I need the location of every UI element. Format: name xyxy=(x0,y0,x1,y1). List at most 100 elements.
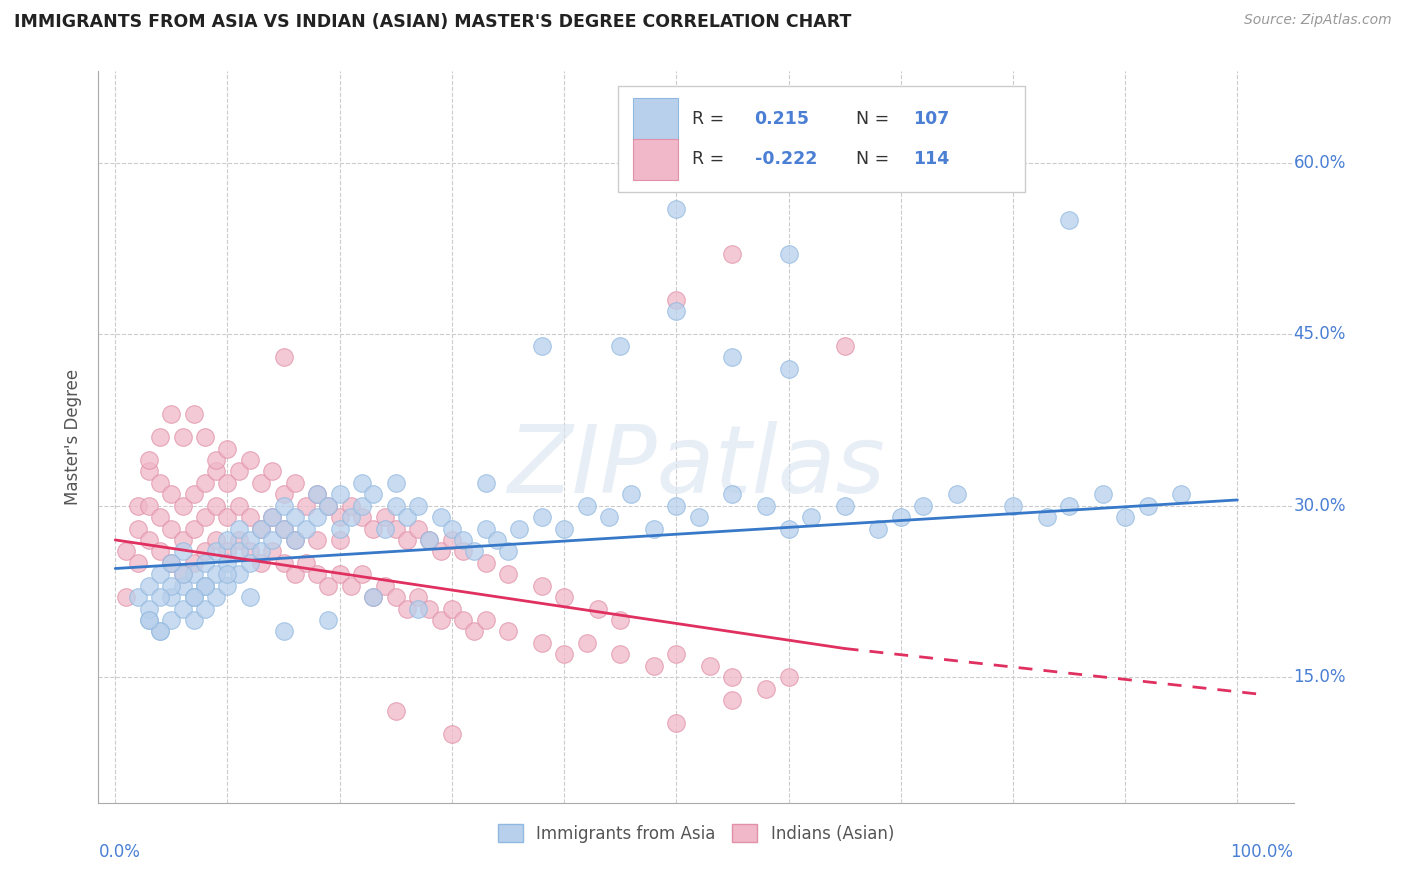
Point xyxy=(127,521,149,535)
Point xyxy=(172,579,194,593)
Point xyxy=(721,247,744,261)
Point xyxy=(183,590,205,604)
Point xyxy=(778,521,800,535)
Point xyxy=(418,533,440,547)
Point xyxy=(172,430,194,444)
Point xyxy=(363,487,385,501)
Point xyxy=(217,442,239,456)
Point xyxy=(1114,510,1136,524)
Point xyxy=(160,487,183,501)
Point xyxy=(239,590,262,604)
Point xyxy=(329,567,352,582)
Point xyxy=(205,544,228,558)
Point xyxy=(440,533,463,547)
Text: ZIPatlas: ZIPatlas xyxy=(508,421,884,512)
Point xyxy=(530,338,553,352)
Point xyxy=(496,544,519,558)
Point xyxy=(406,521,429,535)
Point xyxy=(172,544,194,558)
Point xyxy=(406,590,429,604)
Point xyxy=(1091,487,1114,501)
FancyBboxPatch shape xyxy=(633,139,678,179)
Point xyxy=(553,647,575,661)
Point xyxy=(1170,487,1192,501)
Point xyxy=(318,499,340,513)
Point xyxy=(418,601,440,615)
Point xyxy=(553,521,575,535)
Point xyxy=(363,590,385,604)
Point xyxy=(530,510,553,524)
Point xyxy=(385,705,408,719)
Point xyxy=(149,475,172,490)
Point xyxy=(418,533,440,547)
Point xyxy=(463,544,485,558)
Point xyxy=(194,579,217,593)
Point xyxy=(217,475,239,490)
Text: N =: N = xyxy=(856,110,890,128)
Point xyxy=(575,636,598,650)
Point xyxy=(329,510,352,524)
Point xyxy=(217,510,239,524)
Point xyxy=(575,499,598,513)
Y-axis label: Master's Degree: Master's Degree xyxy=(65,369,83,505)
Point xyxy=(172,533,194,547)
Point xyxy=(262,544,284,558)
Point xyxy=(643,658,665,673)
Text: 15.0%: 15.0% xyxy=(1294,668,1346,686)
Point xyxy=(194,430,217,444)
Point xyxy=(665,293,688,307)
Point xyxy=(273,499,295,513)
Point xyxy=(406,601,429,615)
Point xyxy=(485,533,508,547)
Point xyxy=(138,464,160,478)
Point xyxy=(138,601,160,615)
Point xyxy=(318,613,340,627)
Point xyxy=(127,556,149,570)
Point xyxy=(217,556,239,570)
Point xyxy=(699,658,721,673)
Point xyxy=(284,510,307,524)
Point xyxy=(160,521,183,535)
Point xyxy=(385,590,408,604)
Point xyxy=(239,544,262,558)
Text: 0.215: 0.215 xyxy=(755,110,810,128)
Point xyxy=(217,567,239,582)
FancyBboxPatch shape xyxy=(619,86,1025,192)
Point xyxy=(273,521,295,535)
Point xyxy=(374,521,396,535)
Point xyxy=(463,624,485,639)
Point xyxy=(273,487,295,501)
Point xyxy=(160,407,183,421)
Point xyxy=(160,590,183,604)
Point xyxy=(295,499,318,513)
Point xyxy=(474,556,496,570)
Point xyxy=(205,533,228,547)
Point xyxy=(149,430,172,444)
Text: -0.222: -0.222 xyxy=(755,151,817,169)
Point xyxy=(440,727,463,741)
Point xyxy=(609,647,631,661)
Point xyxy=(586,601,609,615)
Point xyxy=(721,350,744,364)
Point xyxy=(385,521,408,535)
Point xyxy=(496,624,519,639)
Point xyxy=(183,567,205,582)
Point xyxy=(451,533,474,547)
Point xyxy=(284,567,307,582)
Point xyxy=(138,453,160,467)
Point xyxy=(262,533,284,547)
Point xyxy=(755,681,778,696)
Point xyxy=(665,304,688,318)
Point xyxy=(340,499,363,513)
Point xyxy=(406,499,429,513)
Text: N =: N = xyxy=(856,151,890,169)
Point xyxy=(352,499,374,513)
Point xyxy=(385,475,408,490)
Text: R =: R = xyxy=(692,110,724,128)
Point xyxy=(609,613,631,627)
Point xyxy=(665,499,688,513)
Point xyxy=(598,510,620,524)
Point xyxy=(778,361,800,376)
Point xyxy=(307,533,329,547)
Point xyxy=(451,544,474,558)
